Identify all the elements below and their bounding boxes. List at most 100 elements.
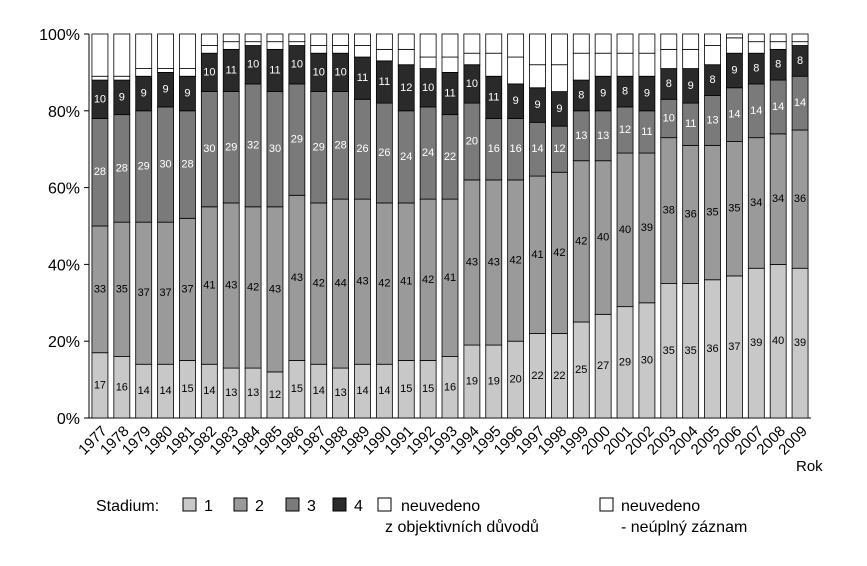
value-label-1989-s2: 43 — [356, 276, 368, 288]
value-label-2004-s1: 35 — [685, 345, 697, 357]
bar-segment-2008-s6 — [769, 33, 787, 43]
bar-segment-2006-s5 — [726, 37, 743, 54]
value-label-2004-s2: 36 — [685, 208, 697, 220]
value-label-1996-s3: 16 — [510, 143, 522, 155]
y-tick-label: 80% — [48, 104, 80, 121]
value-label-1986-s2: 43 — [291, 272, 303, 284]
value-label-1988-s2: 44 — [334, 278, 346, 290]
bar-segment-1987-s5 — [310, 45, 328, 54]
value-label-1985-s4: 11 — [269, 64, 280, 76]
value-label-1977-s2: 33 — [94, 283, 106, 295]
value-label-2007-s4: 8 — [753, 63, 759, 75]
value-label-1998-s2: 42 — [553, 247, 565, 259]
value-label-1991-s4: 12 — [400, 82, 412, 94]
value-label-1980-s4: 9 — [163, 84, 169, 96]
legend-title: Stadium: — [96, 498, 159, 515]
value-label-1986-s1: 15 — [291, 383, 303, 395]
legend-swatch-3 — [285, 497, 300, 512]
value-label-1994-s1: 19 — [466, 376, 478, 388]
legend-label-incomplete-line2: - neúplný záznam — [621, 519, 747, 536]
value-label-1984-s3: 32 — [247, 139, 259, 151]
bar-segment-1977-s6 — [91, 33, 109, 77]
bar-segment-1990-s6 — [375, 33, 393, 50]
bar-segment-2006-s6 — [726, 33, 743, 39]
bar-segment-1984-s5 — [244, 41, 262, 46]
bar-segment-1997-s5 — [529, 64, 546, 89]
bar-segment-1988-s5 — [332, 45, 350, 54]
value-label-1982-s2: 41 — [203, 280, 215, 292]
bar-segment-1977-s5 — [91, 75, 109, 81]
bar-segment-1996-s5 — [507, 56, 525, 85]
value-label-1987-s4: 10 — [313, 66, 325, 78]
value-label-1986-s4: 10 — [291, 59, 303, 71]
bar-segment-1978-s6 — [113, 33, 131, 77]
bar-segment-1979-s6 — [135, 33, 153, 69]
value-label-1978-s1: 16 — [116, 381, 128, 393]
bar-segment-1986-s6 — [288, 33, 306, 43]
value-label-1980-s1: 14 — [159, 385, 171, 397]
y-tick-label: 0% — [57, 411, 80, 428]
value-label-1990-s3: 26 — [378, 147, 390, 159]
value-label-1981-s2: 37 — [181, 283, 193, 295]
value-label-2003-s2: 38 — [663, 205, 675, 217]
legend-label-incomplete-line1: neuvedeno — [621, 498, 700, 515]
value-label-1992-s1: 15 — [422, 383, 434, 395]
value-label-2007-s3: 14 — [750, 105, 762, 117]
bar-segment-1995-s5 — [485, 52, 503, 77]
legend-label-2: 2 — [255, 498, 264, 515]
value-label-2007-s1: 39 — [750, 337, 762, 349]
value-label-2000-s3: 13 — [597, 130, 609, 142]
value-label-1984-s1: 13 — [247, 387, 259, 399]
bar-segment-1998-s5 — [550, 64, 568, 93]
y-tick-label: 40% — [48, 257, 80, 274]
legend-swatch-1 — [182, 497, 197, 512]
value-label-2006-s2: 35 — [728, 203, 740, 215]
bar-segment-1978-s5 — [113, 75, 131, 81]
bar-segment-2007-s5 — [747, 41, 765, 54]
bar-segment-1999-s6 — [572, 33, 590, 54]
value-label-2006-s4: 9 — [731, 64, 737, 76]
value-label-1992-s2: 42 — [422, 274, 434, 286]
bar-segment-1988-s6 — [332, 33, 350, 46]
bar-segment-1984-s6 — [244, 33, 262, 43]
value-label-2009-s1: 39 — [794, 337, 806, 349]
bar-segment-1991-s5 — [397, 48, 415, 66]
value-label-1993-s3: 22 — [444, 151, 456, 163]
value-label-1978-s3: 28 — [116, 162, 128, 174]
bar-segment-1983-s6 — [222, 33, 240, 43]
value-label-2001-s2: 40 — [619, 224, 631, 236]
value-label-2008-s1: 40 — [772, 335, 784, 347]
y-tick-label: 100% — [39, 27, 80, 44]
value-label-2006-s3: 14 — [728, 109, 740, 121]
value-label-1987-s2: 42 — [313, 278, 325, 290]
value-label-2001-s4: 8 — [622, 86, 628, 98]
value-label-1993-s4: 11 — [444, 88, 455, 100]
value-label-2004-s4: 9 — [688, 80, 694, 92]
value-label-1999-s1: 25 — [575, 364, 587, 376]
value-label-2004-s3: 11 — [685, 118, 696, 130]
value-label-1983-s3: 29 — [225, 141, 237, 153]
value-label-2001-s3: 12 — [619, 124, 631, 136]
bar-segment-1980-s6 — [157, 33, 174, 69]
value-label-1994-s2: 43 — [466, 256, 478, 268]
value-label-1999-s2: 42 — [575, 235, 587, 247]
value-label-2002-s3: 11 — [641, 126, 652, 138]
value-label-2005-s1: 36 — [706, 343, 718, 355]
bar-segment-1994-s6 — [463, 33, 481, 54]
value-label-1985-s1: 12 — [269, 389, 281, 401]
bar-segment-2009-s6 — [791, 33, 809, 43]
value-label-1991-s2: 41 — [400, 276, 412, 288]
legend-label-4: 4 — [354, 498, 363, 515]
bar-segment-1991-s6 — [397, 33, 415, 50]
bar-segment-2005-s5 — [704, 45, 721, 66]
value-label-2009-s3: 14 — [794, 97, 806, 109]
value-label-1988-s4: 10 — [334, 66, 346, 78]
value-label-1998-s4: 9 — [556, 103, 562, 115]
value-label-1995-s2: 43 — [488, 256, 500, 268]
value-label-1977-s3: 28 — [94, 166, 106, 178]
legend-swatch-2 — [233, 497, 248, 512]
value-label-1998-s3: 12 — [553, 143, 565, 155]
value-label-1977-s1: 17 — [94, 379, 106, 391]
legend-swatch-objective — [377, 497, 392, 512]
